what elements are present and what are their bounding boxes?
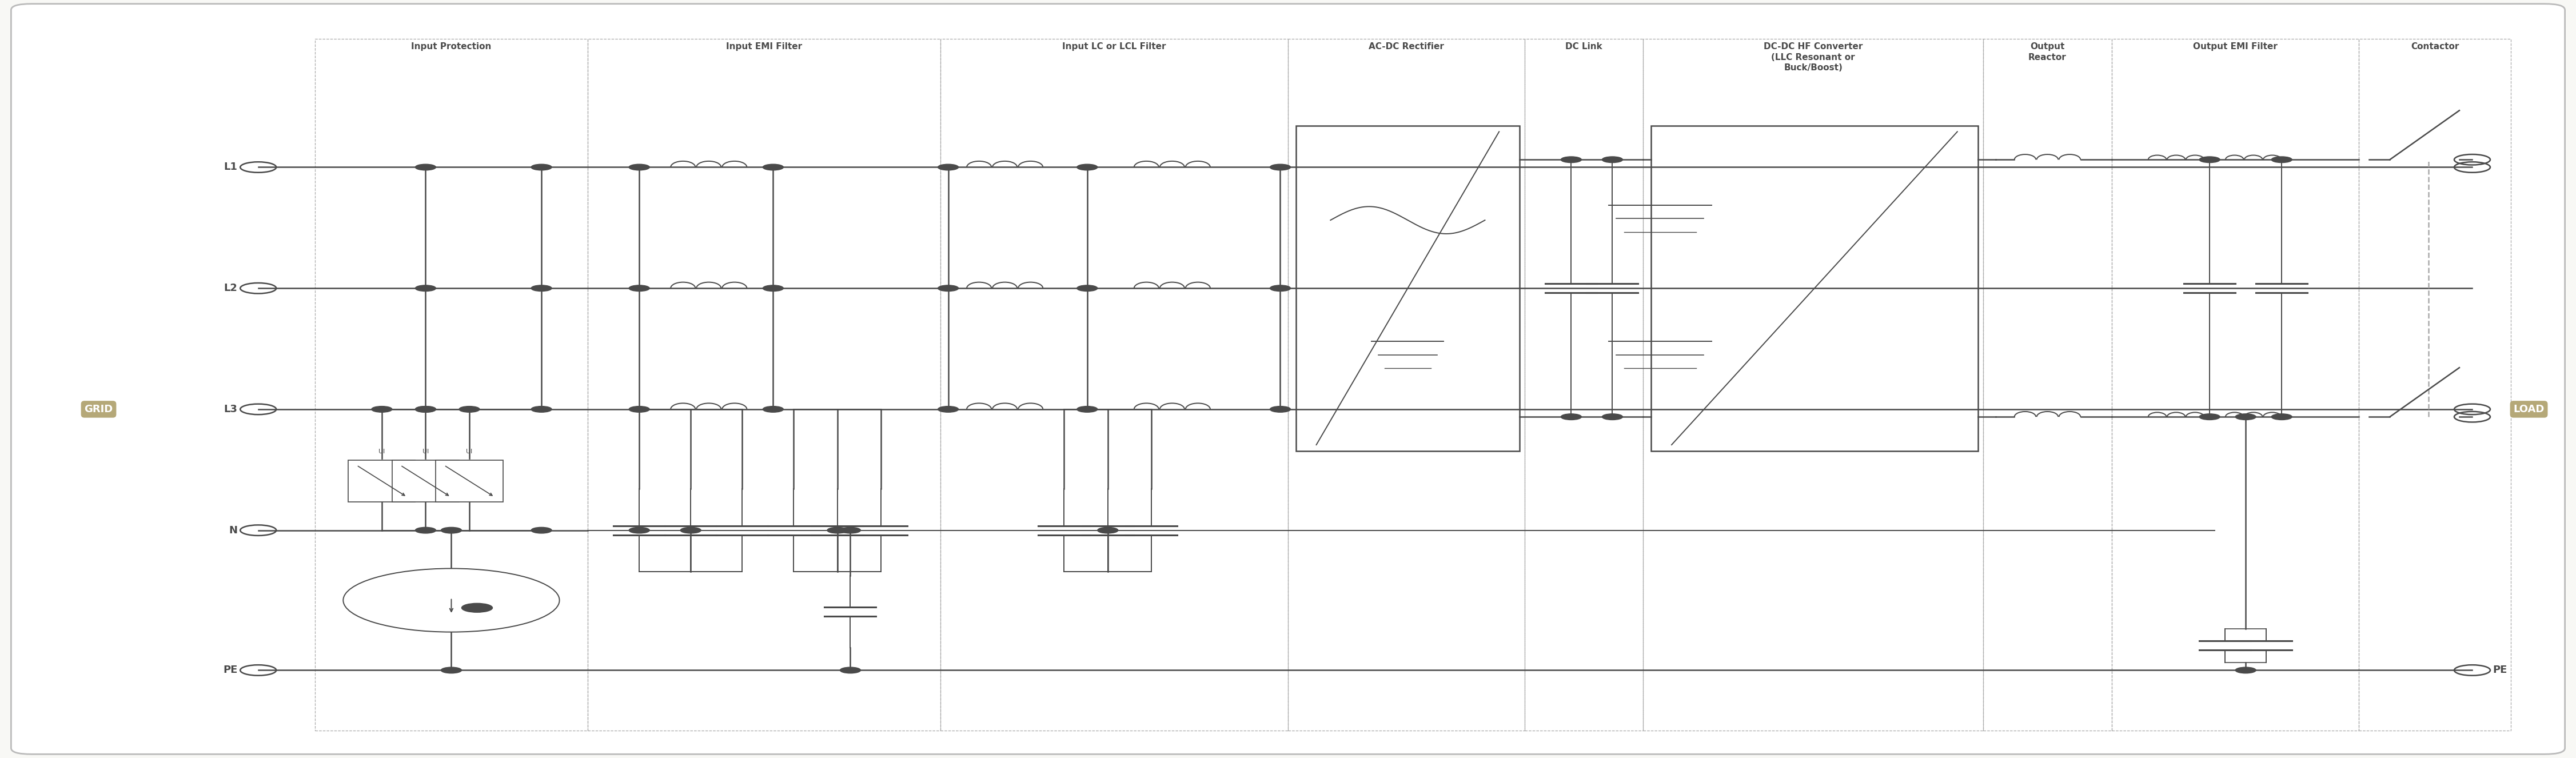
Circle shape <box>1270 406 1291 412</box>
Circle shape <box>2272 157 2293 163</box>
Circle shape <box>1270 164 1291 171</box>
Circle shape <box>531 406 551 412</box>
Text: Output
Reactor: Output Reactor <box>2027 42 2066 61</box>
Text: Ul: Ul <box>466 449 471 454</box>
Circle shape <box>343 568 559 632</box>
Circle shape <box>2272 414 2293 420</box>
Bar <box>1296 126 1520 451</box>
Bar <box>1651 126 1978 451</box>
Text: LOAD: LOAD <box>2514 404 2545 415</box>
Circle shape <box>680 528 701 534</box>
Circle shape <box>531 164 551 171</box>
Circle shape <box>1097 528 1118 534</box>
Text: GRID: GRID <box>85 404 113 415</box>
Circle shape <box>415 164 435 171</box>
Text: N: N <box>229 525 237 535</box>
Bar <box>348 460 415 502</box>
Text: DC-DC HF Converter
(LLC Resonant or
Buck/Boost): DC-DC HF Converter (LLC Resonant or Buck… <box>1765 42 1862 72</box>
Text: Input Protection: Input Protection <box>412 42 492 51</box>
Text: PE: PE <box>2494 665 2506 675</box>
Circle shape <box>629 528 649 534</box>
Circle shape <box>1270 285 1291 291</box>
Text: AC-DC Rectifier: AC-DC Rectifier <box>1368 42 1445 51</box>
Circle shape <box>415 406 435 412</box>
Bar <box>435 460 502 502</box>
Bar <box>587 39 940 731</box>
Text: DC Link: DC Link <box>1566 42 1602 51</box>
Circle shape <box>1077 406 1097 412</box>
Bar <box>1984 39 2112 731</box>
Circle shape <box>938 285 958 291</box>
Circle shape <box>415 285 435 291</box>
Circle shape <box>1602 414 1623 420</box>
Circle shape <box>629 164 649 171</box>
Circle shape <box>840 667 860 673</box>
Bar <box>392 460 459 502</box>
Text: PE: PE <box>224 665 237 675</box>
Text: L3: L3 <box>224 404 237 415</box>
Circle shape <box>827 528 848 534</box>
Circle shape <box>461 603 492 612</box>
Circle shape <box>531 528 551 534</box>
Circle shape <box>762 406 783 412</box>
Circle shape <box>938 406 958 412</box>
Text: L2: L2 <box>224 283 237 293</box>
Text: Ul: Ul <box>379 449 384 454</box>
Circle shape <box>371 406 392 412</box>
Circle shape <box>415 406 435 412</box>
Bar <box>940 39 1288 731</box>
Circle shape <box>840 528 860 534</box>
Text: Output EMI Filter: Output EMI Filter <box>2192 42 2277 51</box>
Text: Input EMI Filter: Input EMI Filter <box>726 42 801 51</box>
Circle shape <box>938 164 958 171</box>
Bar <box>1525 39 1643 731</box>
FancyBboxPatch shape <box>10 4 2566 754</box>
Text: Input LC or LCL Filter: Input LC or LCL Filter <box>1061 42 1167 51</box>
Text: Ul: Ul <box>422 449 428 454</box>
Circle shape <box>440 528 461 534</box>
Circle shape <box>459 406 479 412</box>
Circle shape <box>1077 164 1097 171</box>
Circle shape <box>2200 414 2221 420</box>
Circle shape <box>1077 285 1097 291</box>
Circle shape <box>2200 157 2221 163</box>
Circle shape <box>629 406 649 412</box>
Bar <box>2360 39 2512 731</box>
Circle shape <box>1561 157 1582 163</box>
Circle shape <box>1561 414 1582 420</box>
Circle shape <box>440 667 461 673</box>
Circle shape <box>531 285 551 291</box>
Circle shape <box>1602 157 1623 163</box>
Circle shape <box>415 528 435 534</box>
Circle shape <box>2236 667 2257 673</box>
Circle shape <box>2236 414 2257 420</box>
Bar <box>1288 39 1525 731</box>
Text: Contactor: Contactor <box>2411 42 2460 51</box>
Bar <box>314 39 587 731</box>
Circle shape <box>762 164 783 171</box>
Circle shape <box>762 285 783 291</box>
Bar <box>2112 39 2360 731</box>
Bar <box>1643 39 1984 731</box>
Text: L1: L1 <box>224 162 237 172</box>
Circle shape <box>629 285 649 291</box>
